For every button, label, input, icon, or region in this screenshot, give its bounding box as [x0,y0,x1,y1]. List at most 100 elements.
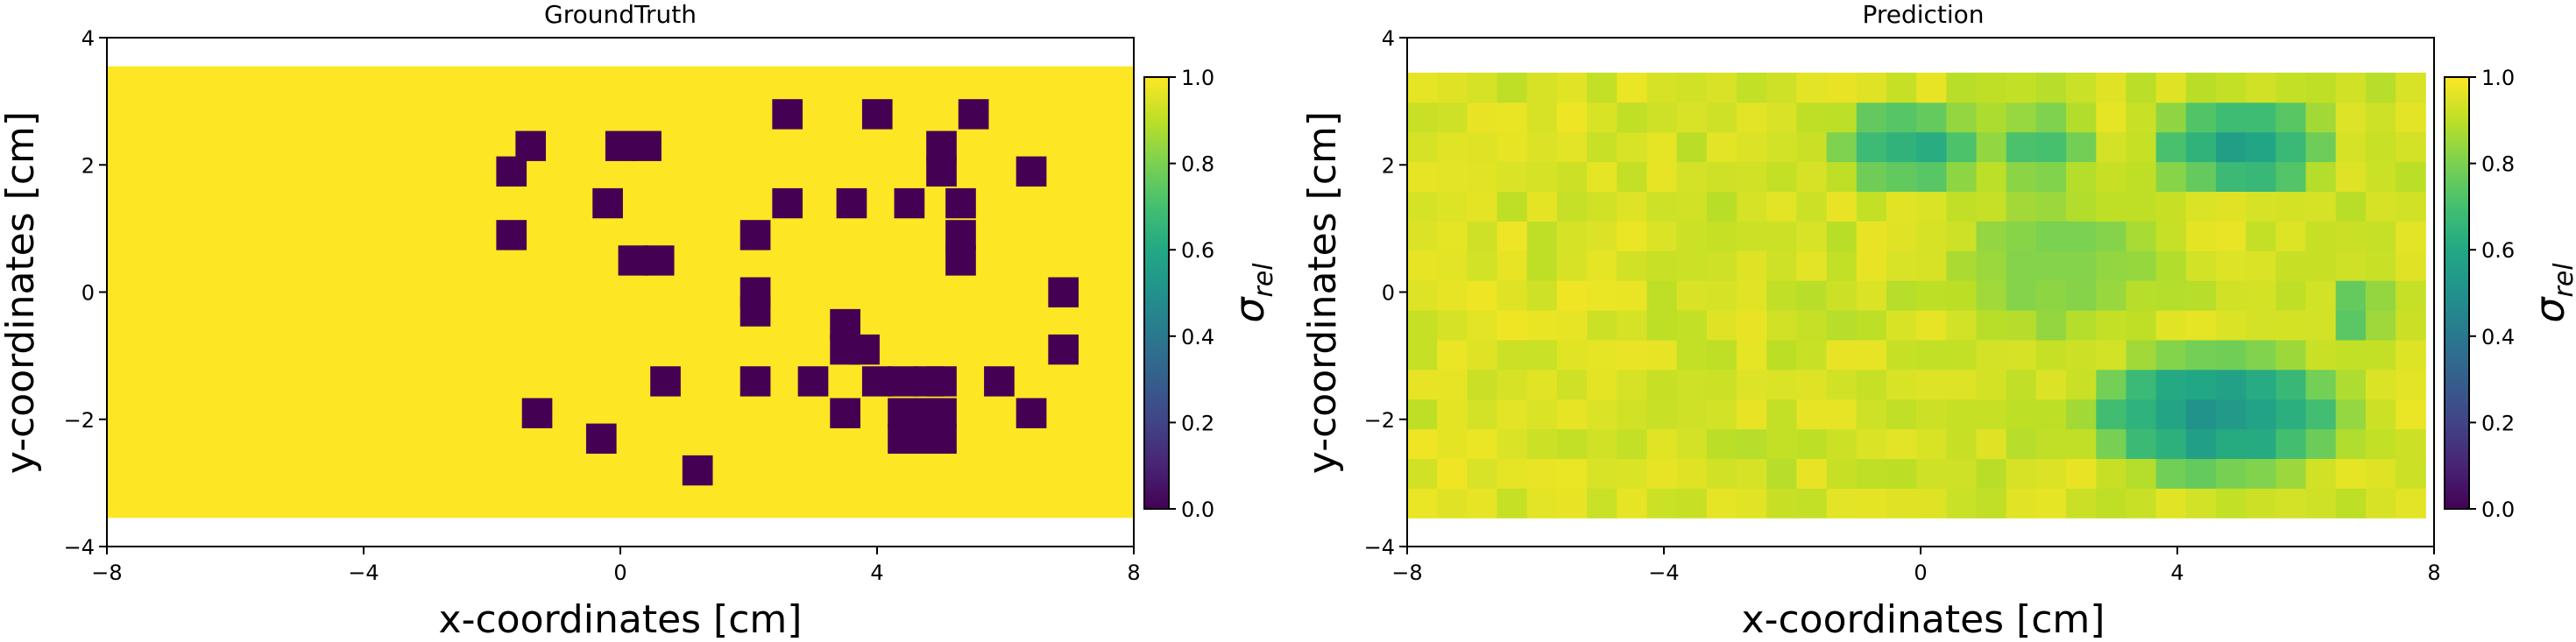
heatmap-cell [1706,428,1737,460]
heatmap-cell [1437,250,1468,281]
heatmap-cell [2275,161,2307,192]
heatmap-cell [1556,221,1588,251]
heatmap-cell [2006,102,2037,133]
colorbar-tick-label: 0.2 [2481,411,2515,435]
heatmap-cell [1016,398,1047,428]
heatmap-cell [1587,191,1617,222]
heatmap-cell [772,99,803,130]
heatmap-cell [1766,191,1797,222]
heatmap-cell [1467,339,1498,370]
heatmap-cell [1587,488,1617,519]
colorbar-frame [2444,76,2470,510]
heatmap-cell [1467,280,1498,311]
heatmap-cell [2096,280,2127,311]
colorbar-tick-label: 0.0 [2481,497,2515,522]
heatmap-cell [2066,191,2097,222]
heatmap-cell [1976,72,2007,103]
heatmap-cell [2365,72,2396,103]
heatmap-cell [618,245,649,276]
heatmap-cell [1646,72,1678,103]
colorbar-tick-label: 0.4 [2481,325,2515,349]
heatmap-cell [2185,72,2217,103]
heatmap-cell [1916,399,1947,430]
heatmap-cell [1796,369,1828,400]
heatmap-cell [1766,310,1797,341]
heatmap-cell [1587,310,1617,341]
colorbar-tick-label: 1.0 [2481,66,2515,90]
heatmap-cell [2305,428,2337,460]
heatmap-cell [1437,161,1468,192]
heatmap-cell [2335,131,2367,163]
heatmap-cell [1766,161,1797,192]
heatmap-cell [1826,339,1858,370]
heatmap-cell [1737,221,1767,251]
heatmap-cell [2096,250,2127,281]
heatmap-cell [1676,161,1708,192]
heatmap-cell [2066,221,2097,251]
heatmap-cell [2396,458,2426,489]
heatmap-cell [2305,102,2337,133]
heatmap-cell [2305,221,2337,251]
heatmap-cell [1976,221,2007,251]
heatmap-cell [2216,399,2247,430]
heatmap-cell [888,366,918,397]
heatmap-cell [1856,428,1887,460]
heatmap-cell [2155,428,2187,460]
heatmap-cell [2035,310,2067,341]
x-tick-label: 0 [613,561,626,585]
heatmap-cell [1587,250,1617,281]
heatmap-cell [1737,458,1767,489]
heatmap-cell [1946,399,1978,430]
heatmap-cell [2035,458,2067,489]
heatmap-cell [1826,72,1858,103]
heatmap-cell [1646,458,1678,489]
heatmap-cell [1467,458,1498,489]
heatmap-cell [2035,221,2067,251]
x-axis-label: x-coordinates [cm] [439,597,803,642]
heatmap-cell [1826,428,1858,460]
heatmap-cell [2006,72,2037,103]
heatmap-cell [2335,102,2367,133]
heatmap-cell [1467,191,1498,222]
heatmap-cell [1946,369,1978,400]
heatmap-cell [1946,458,1978,489]
heatmap-cell [1826,369,1858,400]
chart-title: GroundTruth [544,0,697,29]
heatmap-cell [2066,161,2097,192]
heatmap-cell [1407,250,1438,281]
heatmap-cell [1467,310,1498,341]
heatmap-cell [1976,102,2007,133]
heatmap-cell [984,366,1015,397]
y-tick-label: 4 [1382,26,1395,51]
heatmap-cell [2305,310,2337,341]
heatmap-cell [1556,191,1588,222]
heatmap-cell [2155,72,2187,103]
heatmap-cell [2365,280,2396,311]
heatmap-cell [2096,161,2127,192]
heatmap-cell [2246,339,2276,370]
heatmap-cell [1856,161,1887,192]
heatmap-cell [1796,102,1828,133]
heatmap-cell [2216,221,2247,251]
heatmap-cell [1437,369,1468,400]
heatmap-cell [1826,161,1858,192]
y-axis-label: y-coordinates [cm] [0,111,43,474]
heatmap-cell [1856,191,1887,222]
heatmap-cell [2096,399,2127,430]
heatmap-cell [1617,488,1647,519]
colorbar-label: σrel [1226,263,1279,323]
heatmap-cell [1437,399,1468,430]
heatmap-cell [1407,221,1438,251]
heatmap-cell [1526,488,1558,519]
heatmap-cell [2335,250,2367,281]
heatmap-cell [2275,72,2307,103]
heatmap-cell [1497,191,1528,222]
heatmap-cell [2155,102,2187,133]
heatmap-cell [1646,161,1678,192]
heatmap-cell [2396,131,2426,163]
heatmap-cell [2006,399,2037,430]
heatmap-cell [631,131,662,161]
heatmap-cell [1766,280,1797,311]
heatmap-cell [830,308,860,340]
colorbar-tick-label: 0.8 [1181,152,1214,177]
